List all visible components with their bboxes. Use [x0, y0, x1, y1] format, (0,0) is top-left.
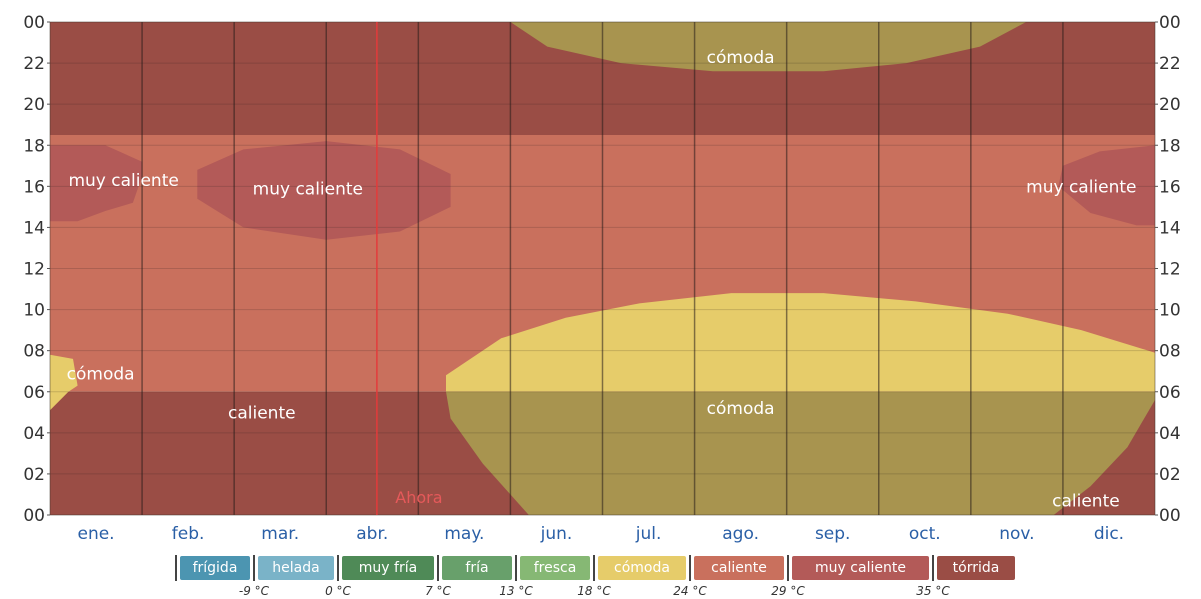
legend-item: cómoda [598, 556, 686, 580]
y-tick-label-right: 18 [1159, 136, 1181, 156]
region-muy-caliente-jan [50, 145, 143, 222]
y-tick-label-right: 20 [1159, 95, 1181, 115]
y-tick-label-left: 08 [23, 342, 45, 362]
legend-item: frígida [180, 556, 250, 580]
temperature-threshold-label: 24 °C [673, 584, 707, 598]
legend-item: fría [442, 556, 512, 580]
region-label: cómoda [707, 48, 775, 68]
temperature-threshold-label: 18 °C [577, 584, 611, 598]
labels-layer: Ahora muy caliente muy caliente muy calient… [67, 48, 1137, 512]
y-tick-label-left: 12 [23, 260, 45, 280]
month-label: may. [444, 524, 484, 544]
y-tick-label-right: 00 [1159, 13, 1181, 33]
region-label: cómoda [707, 399, 775, 419]
axes-layer: 00 00 02 02 04 04 06 06 08 08 10 10 12 12 14 14 16 16 18 18… [23, 13, 1180, 544]
month-label: nov. [999, 524, 1034, 544]
y-tick-label-left: 22 [23, 54, 45, 74]
region-label: muy caliente [253, 179, 363, 199]
legend-item: muy caliente [792, 556, 929, 580]
region-comoda-morning-summer [446, 293, 1155, 392]
temperature-threshold-label: 35 °C [916, 584, 950, 598]
temperature-threshold-label: -9 °C [238, 584, 270, 598]
legend-item: fresca [520, 556, 590, 580]
month-label: feb. [172, 524, 205, 544]
temperature-threshold-label: 7 °C [425, 584, 451, 598]
y-tick-label-left: 20 [23, 95, 45, 115]
y-tick-label-left: 18 [23, 136, 45, 156]
region-comoda-night-summer [446, 391, 1155, 515]
y-tick-label-right: 14 [1159, 218, 1181, 238]
legend: frígida helada muy fría fría fresca cómoda cal… [172, 555, 1015, 581]
legend-separator [689, 555, 691, 581]
temperature-threshold-label: 13 °C [499, 584, 533, 598]
legend-item: helada [258, 556, 334, 580]
legend-separator [253, 555, 255, 581]
y-tick-label-right: 10 [1159, 301, 1181, 321]
month-label: dic. [1094, 524, 1124, 544]
y-tick-label-right: 02 [1159, 465, 1181, 485]
y-tick-label-right: 22 [1159, 54, 1181, 74]
y-tick-label-right: 06 [1159, 383, 1181, 403]
month-label: oct. [909, 524, 941, 544]
month-label: mar. [261, 524, 299, 544]
region-label: caliente [228, 403, 296, 423]
legend-item: caliente [694, 556, 784, 580]
region-label: cómoda [67, 364, 135, 384]
y-tick-label-right: 00 [1159, 506, 1181, 526]
y-tick-label-left: 16 [23, 177, 45, 197]
y-tick-label-left: 06 [23, 383, 45, 403]
month-label: ago. [722, 524, 759, 544]
month-label: jul. [635, 524, 662, 544]
region-muy-caliente-dec [1058, 145, 1155, 226]
y-tick-label-right: 16 [1159, 177, 1181, 197]
legend-separator [437, 555, 439, 581]
legend-item: tórrida [937, 556, 1015, 580]
y-tick-label-right: 08 [1159, 342, 1181, 362]
y-tick-label-left: 00 [23, 13, 45, 33]
legend-separator [337, 555, 339, 581]
legend-item: muy fría [342, 556, 434, 580]
month-label: abr. [356, 524, 388, 544]
y-tick-label-left: 00 [23, 506, 45, 526]
legend-separator [593, 555, 595, 581]
month-label: sep. [815, 524, 851, 544]
month-label: ene. [77, 524, 114, 544]
region-label: caliente [1052, 492, 1120, 512]
legend-separator [515, 555, 517, 581]
y-tick-label-right: 04 [1159, 424, 1181, 444]
region-comoda-evening-summer [510, 22, 1027, 72]
region-label: muy caliente [1026, 177, 1136, 197]
y-tick-label-left: 04 [23, 424, 45, 444]
legend-separator [932, 555, 934, 581]
temperature-heatmap: Ahora muy caliente muy caliente muy calient… [23, 13, 1180, 544]
legend-separator [787, 555, 789, 581]
month-label: jun. [540, 524, 573, 544]
region-comoda-morning-jan [50, 354, 78, 411]
now-label: Ahora [395, 488, 442, 507]
temperature-threshold-label: 29 °C [771, 584, 805, 598]
region-muy-caliente-mar [197, 141, 451, 240]
y-tick-label-left: 14 [23, 218, 45, 238]
y-tick-label-right: 12 [1159, 260, 1181, 280]
y-tick-label-left: 10 [23, 301, 45, 321]
y-tick-label-left: 02 [23, 465, 45, 485]
region-label: muy caliente [68, 171, 178, 191]
legend-separator [175, 555, 177, 581]
temperature-threshold-label: 0 °C [325, 584, 351, 598]
